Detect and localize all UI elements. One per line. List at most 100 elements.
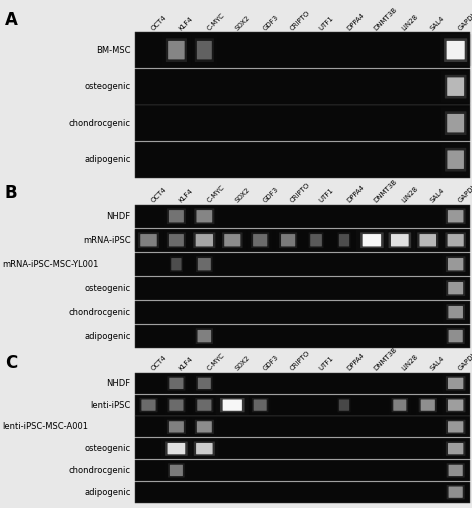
FancyBboxPatch shape (195, 420, 214, 434)
Bar (135, 69, 470, 105)
FancyBboxPatch shape (161, 439, 192, 458)
FancyBboxPatch shape (447, 150, 464, 169)
Text: UTF1: UTF1 (318, 187, 334, 204)
FancyBboxPatch shape (444, 326, 468, 346)
FancyBboxPatch shape (440, 34, 471, 66)
FancyBboxPatch shape (416, 396, 440, 415)
Text: UTF1: UTF1 (318, 14, 334, 31)
FancyBboxPatch shape (194, 441, 215, 456)
FancyBboxPatch shape (192, 417, 217, 436)
FancyBboxPatch shape (445, 75, 466, 99)
FancyBboxPatch shape (165, 461, 187, 480)
Text: GAPDH: GAPDH (457, 350, 472, 372)
FancyBboxPatch shape (279, 232, 297, 248)
Text: C: C (5, 354, 17, 372)
Text: C-MYC: C-MYC (206, 12, 226, 31)
Text: chondrocgenic: chondrocgenic (69, 308, 131, 316)
FancyBboxPatch shape (442, 374, 469, 393)
FancyBboxPatch shape (196, 210, 212, 223)
FancyBboxPatch shape (167, 420, 186, 434)
FancyBboxPatch shape (337, 398, 351, 412)
FancyBboxPatch shape (169, 210, 184, 223)
FancyBboxPatch shape (136, 396, 160, 415)
FancyBboxPatch shape (447, 41, 465, 59)
FancyBboxPatch shape (335, 230, 353, 251)
FancyBboxPatch shape (220, 398, 244, 412)
FancyBboxPatch shape (196, 376, 212, 391)
FancyBboxPatch shape (193, 326, 216, 346)
FancyBboxPatch shape (196, 328, 213, 344)
FancyBboxPatch shape (356, 230, 388, 251)
FancyBboxPatch shape (168, 376, 185, 391)
Bar (135, 417, 470, 437)
FancyBboxPatch shape (392, 398, 408, 412)
Text: BM-MSC: BM-MSC (96, 46, 131, 55)
FancyBboxPatch shape (444, 38, 467, 62)
FancyBboxPatch shape (194, 232, 215, 248)
FancyBboxPatch shape (441, 107, 470, 139)
Text: KLF4: KLF4 (178, 15, 194, 31)
FancyBboxPatch shape (197, 41, 212, 59)
FancyBboxPatch shape (138, 232, 159, 248)
FancyBboxPatch shape (191, 206, 218, 227)
FancyBboxPatch shape (447, 77, 464, 96)
FancyBboxPatch shape (448, 421, 464, 432)
FancyBboxPatch shape (413, 230, 442, 251)
Text: SOX2: SOX2 (234, 186, 251, 204)
FancyBboxPatch shape (309, 232, 323, 248)
Text: mRNA-iPSC: mRNA-iPSC (83, 236, 131, 245)
Bar (135, 325, 470, 347)
Text: GDF3: GDF3 (261, 186, 279, 204)
Bar (135, 438, 470, 459)
FancyBboxPatch shape (442, 439, 469, 458)
FancyBboxPatch shape (165, 441, 188, 456)
FancyBboxPatch shape (448, 487, 463, 498)
FancyBboxPatch shape (169, 378, 184, 389)
FancyBboxPatch shape (443, 278, 469, 299)
Bar (135, 205, 470, 228)
FancyBboxPatch shape (190, 439, 219, 458)
Text: NHDF: NHDF (107, 212, 131, 221)
FancyBboxPatch shape (164, 206, 189, 227)
Bar (135, 395, 470, 416)
FancyBboxPatch shape (417, 232, 438, 248)
Text: UTF1: UTF1 (318, 355, 334, 372)
FancyBboxPatch shape (167, 232, 186, 248)
FancyBboxPatch shape (222, 232, 243, 248)
FancyBboxPatch shape (164, 396, 188, 415)
Text: SAL4: SAL4 (429, 15, 446, 31)
Text: GAPDH: GAPDH (457, 182, 472, 204)
FancyBboxPatch shape (448, 465, 463, 476)
FancyBboxPatch shape (169, 421, 184, 432)
FancyBboxPatch shape (447, 234, 464, 246)
Bar (135, 33, 470, 68)
Text: chondrocgenic: chondrocgenic (69, 466, 131, 475)
Text: DNMT3B: DNMT3B (373, 178, 399, 204)
Text: CRIPTO: CRIPTO (289, 181, 312, 204)
Bar (135, 301, 470, 324)
FancyBboxPatch shape (194, 208, 214, 224)
FancyBboxPatch shape (164, 374, 188, 393)
FancyBboxPatch shape (447, 463, 465, 478)
FancyBboxPatch shape (339, 399, 349, 411)
FancyBboxPatch shape (446, 376, 465, 391)
FancyBboxPatch shape (198, 378, 211, 389)
Text: DPPA4: DPPA4 (346, 352, 365, 372)
Bar (135, 105, 470, 141)
FancyBboxPatch shape (196, 234, 213, 246)
FancyBboxPatch shape (170, 257, 183, 272)
Text: adipogenic: adipogenic (84, 332, 131, 341)
FancyBboxPatch shape (447, 328, 465, 344)
Text: DPPA4: DPPA4 (346, 11, 365, 31)
Bar (135, 276, 470, 300)
FancyBboxPatch shape (164, 417, 189, 436)
FancyBboxPatch shape (162, 34, 191, 66)
FancyBboxPatch shape (442, 253, 469, 275)
FancyBboxPatch shape (168, 443, 185, 454)
FancyBboxPatch shape (420, 234, 436, 246)
FancyBboxPatch shape (446, 257, 465, 272)
FancyBboxPatch shape (446, 208, 465, 224)
Text: B: B (5, 184, 17, 202)
Text: chondrocgenic: chondrocgenic (69, 119, 131, 128)
Text: mRNA-iPSC-MSC-YL001: mRNA-iPSC-MSC-YL001 (2, 260, 99, 269)
